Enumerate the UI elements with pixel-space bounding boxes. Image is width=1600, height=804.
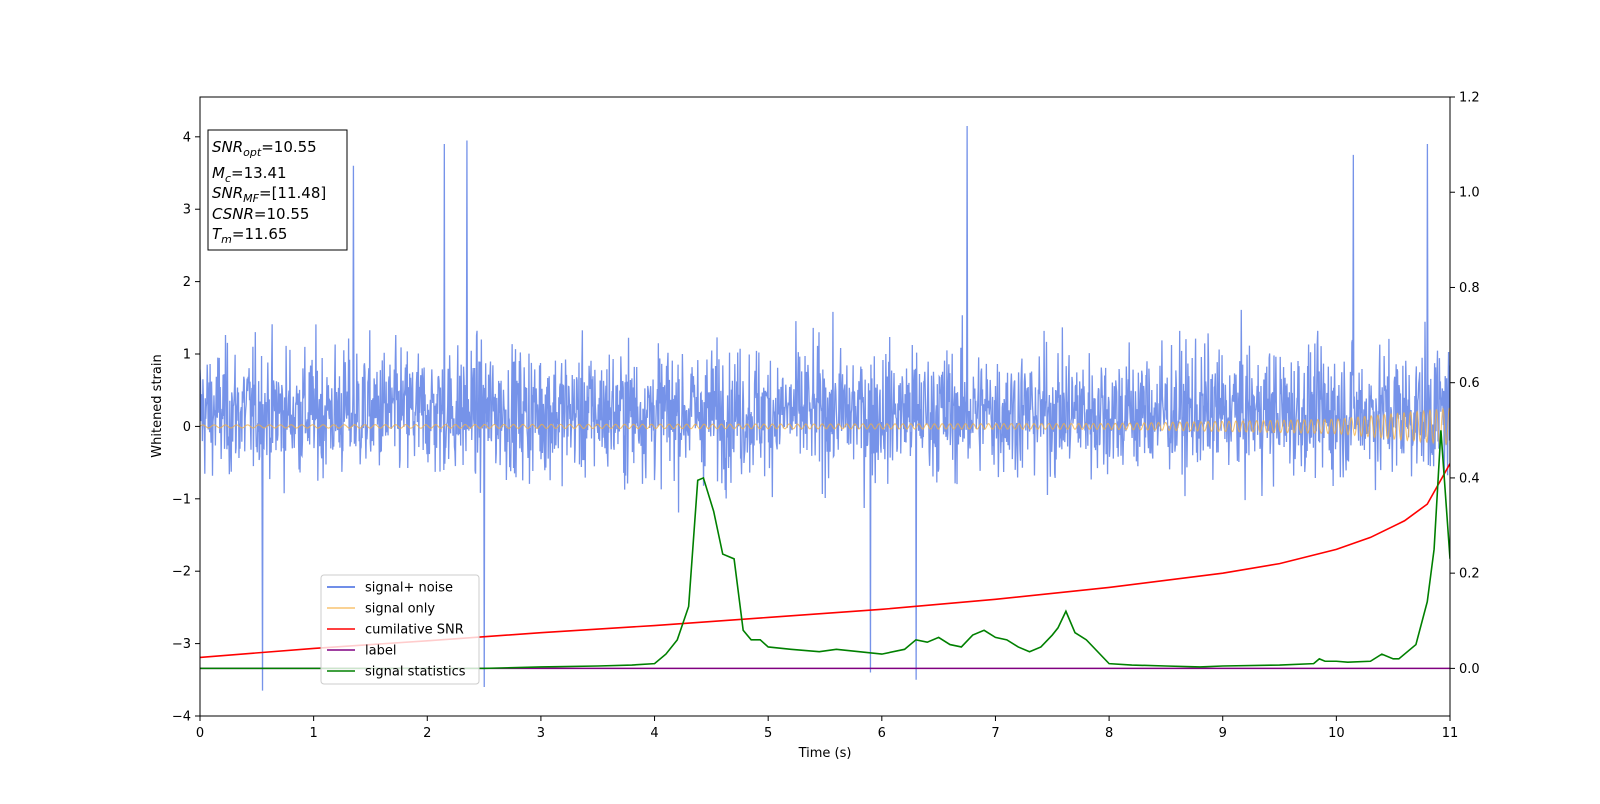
y2-tick-label: 1.2 <box>1459 91 1480 106</box>
y-tick-label: 3 <box>183 203 191 218</box>
x-tick-label: 1 <box>309 726 317 741</box>
y2-tick-label: 0.6 <box>1459 376 1480 391</box>
x-axis-label: Time (s) <box>798 746 852 761</box>
y2-tick-label: 1.0 <box>1459 186 1480 201</box>
x-tick-label: 7 <box>991 726 999 741</box>
stats-line: SNRopt=10.55 <box>212 138 317 159</box>
plot-frame <box>199 96 1451 717</box>
signal-only-line <box>200 407 1450 446</box>
y-tick-label: −2 <box>172 565 191 580</box>
legend: signal+ noise signal only cumilative SNR la… <box>320 574 480 685</box>
y-tick-label: 4 <box>183 130 191 145</box>
y-tick-label: 2 <box>183 275 191 290</box>
x-tick-label: 4 <box>650 726 658 741</box>
stats-box: SNRopt=10.55 Mc=13.41SNRMF=[11.48]CSNR=10… <box>207 129 348 251</box>
legend-entry: cumilative SNR <box>365 623 464 638</box>
stats-line: SNRMF=[11.48] <box>212 184 326 205</box>
y2-tick-label: 0.2 <box>1459 567 1480 582</box>
x-tick-label: 2 <box>423 726 431 741</box>
x-tick-label: 8 <box>1105 726 1113 741</box>
x-tick-label: 6 <box>878 726 886 741</box>
legend-entry: signal+ noise <box>365 581 453 596</box>
x-tick-label: 11 <box>1442 726 1459 741</box>
x-tick-label: 5 <box>764 726 772 741</box>
y-tick-label: 1 <box>183 348 191 363</box>
legend-entry: signal only <box>365 602 435 617</box>
y2-tick-label: 0.8 <box>1459 281 1480 296</box>
x-tick-label: 10 <box>1328 726 1345 741</box>
y-tick-label: −4 <box>172 710 191 725</box>
y2-tick-label: 0.4 <box>1459 471 1480 486</box>
y-tick-label: −1 <box>172 492 191 507</box>
x-tick-label: 0 <box>196 726 204 741</box>
series-cumilative-snr <box>200 463 1450 659</box>
y-tick-label: −3 <box>172 637 191 652</box>
signal-noise-line <box>200 125 1450 691</box>
y-tick-label: 0 <box>183 420 191 435</box>
x-tick-label: 9 <box>1219 726 1227 741</box>
legend-entry: label <box>365 644 396 659</box>
series-signal-only <box>200 407 1450 446</box>
y2-tick-label: 0.0 <box>1459 662 1480 677</box>
y-axis-label: Whitened strain <box>150 354 165 457</box>
series-signal-statistics <box>200 430 1450 670</box>
stats-line: Tm=11.65 <box>212 225 287 246</box>
series-signal-noise <box>200 125 1450 691</box>
x-tick-label: 3 <box>537 726 545 741</box>
legend-entry: signal statistics <box>365 665 466 680</box>
stats-line: Mc=13.41 <box>212 164 287 185</box>
stats-line: CSNR=10.55 <box>212 205 309 223</box>
